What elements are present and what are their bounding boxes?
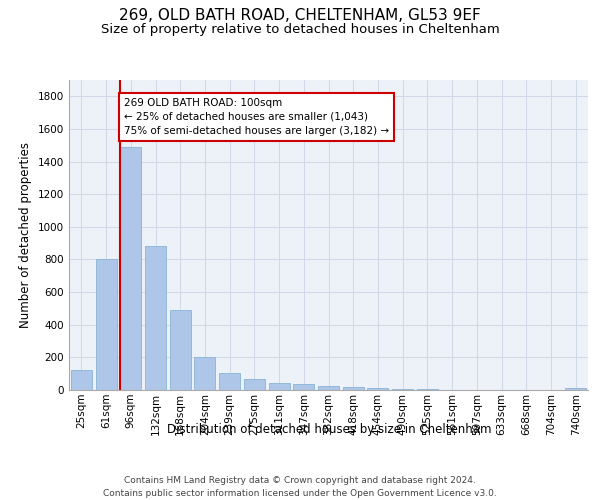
Bar	[145, 246, 166, 390]
Bar	[170, 310, 191, 390]
Bar	[417, 389, 438, 390]
Text: Contains HM Land Registry data © Crown copyright and database right 2024.
Contai: Contains HM Land Registry data © Crown c…	[103, 476, 497, 498]
Bar	[343, 386, 364, 390]
Bar	[367, 388, 388, 390]
Bar	[244, 380, 265, 390]
Bar	[318, 386, 339, 390]
Bar	[95, 260, 116, 390]
Bar	[219, 373, 240, 390]
Bar	[392, 388, 413, 390]
Text: 269, OLD BATH ROAD, CHELTENHAM, GL53 9EF: 269, OLD BATH ROAD, CHELTENHAM, GL53 9EF	[119, 8, 481, 22]
Text: Size of property relative to detached houses in Cheltenham: Size of property relative to detached ho…	[101, 22, 499, 36]
Bar	[194, 356, 215, 390]
Bar	[120, 147, 141, 390]
Y-axis label: Number of detached properties: Number of detached properties	[19, 142, 32, 328]
Bar	[269, 382, 290, 390]
Bar	[71, 370, 92, 390]
Text: Distribution of detached houses by size in Cheltenham: Distribution of detached houses by size …	[167, 422, 491, 436]
Text: 269 OLD BATH ROAD: 100sqm
← 25% of detached houses are smaller (1,043)
75% of se: 269 OLD BATH ROAD: 100sqm ← 25% of detac…	[124, 98, 389, 136]
Bar	[565, 388, 586, 390]
Bar	[293, 384, 314, 390]
